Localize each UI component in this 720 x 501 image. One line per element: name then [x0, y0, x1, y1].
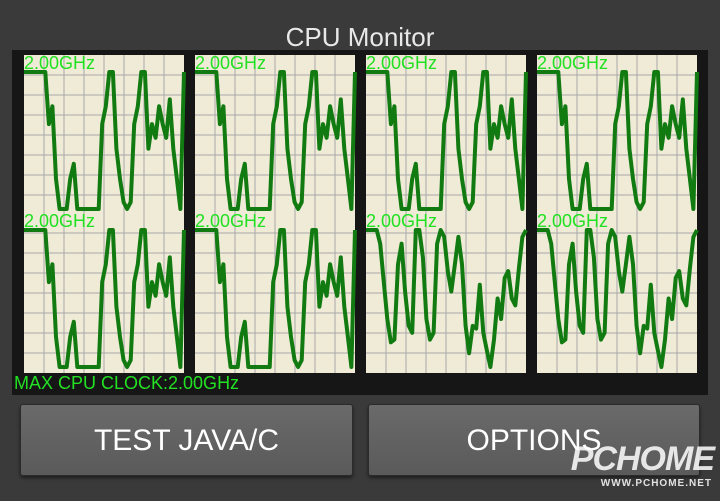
cpu-core-3: 2.00GHz	[537, 53, 699, 215]
options-button[interactable]: OPTIONS	[368, 404, 700, 476]
cpu-frequency-label: 2.00GHz	[366, 211, 438, 231]
cpu-load-line	[537, 228, 699, 369]
pchome-watermark: PCHOME WWW.PCHOME.NET	[571, 440, 715, 496]
cpu-load-line	[195, 228, 357, 369]
cpu-frequency-label: 2.00GHz	[195, 211, 267, 231]
cpu-core-5: 2.00GHz	[195, 211, 357, 373]
cpu-load-line	[195, 70, 357, 211]
watermark-logo: PCHOME	[570, 440, 715, 478]
cpu-load-graph	[366, 213, 528, 373]
cpu-load-graph	[537, 55, 699, 215]
cpu-graph-panel: 2.00GHz 2.00GHz 2.00GHz 2.00GHz 2.00GHz …	[12, 50, 708, 395]
cpu-frequency-label: 2.00GHz	[366, 53, 438, 73]
cpu-load-line	[24, 70, 186, 211]
test-java-c-button[interactable]: TEST JAVA/C	[20, 404, 353, 476]
cpu-load-graph	[195, 55, 357, 215]
cpu-core-2: 2.00GHz	[366, 53, 528, 215]
cpu-load-graph	[24, 213, 186, 373]
cpu-load-graph	[24, 55, 186, 215]
cpu-frequency-label: 2.00GHz	[537, 211, 609, 231]
cpu-load-graph	[537, 213, 699, 373]
cpu-load-graph	[366, 55, 528, 215]
cpu-load-line	[537, 70, 699, 211]
max-cpu-clock-label: MAX CPU CLOCK:2.00GHz	[14, 373, 240, 393]
cpu-load-graph	[195, 213, 357, 373]
cpu-frequency-label: 2.00GHz	[195, 53, 267, 73]
cpu-core-4: 2.00GHz	[24, 211, 186, 373]
cpu-frequency-label: 2.00GHz	[24, 211, 96, 231]
cpu-core-7: 2.00GHz	[537, 211, 699, 373]
cpu-frequency-label: 2.00GHz	[24, 53, 96, 73]
cpu-core-0: 2.00GHz	[24, 53, 186, 215]
cpu-load-line	[24, 228, 186, 369]
cpu-frequency-label: 2.00GHz	[537, 53, 609, 73]
watermark-site: WWW.PCHOME.NET	[600, 478, 712, 489]
cpu-load-line	[366, 70, 528, 211]
cpu-core-6: 2.00GHz	[366, 211, 528, 373]
app-title: CPU Monitor	[285, 22, 435, 52]
cpu-core-1: 2.00GHz	[195, 53, 357, 215]
cpu-load-line	[366, 228, 528, 369]
